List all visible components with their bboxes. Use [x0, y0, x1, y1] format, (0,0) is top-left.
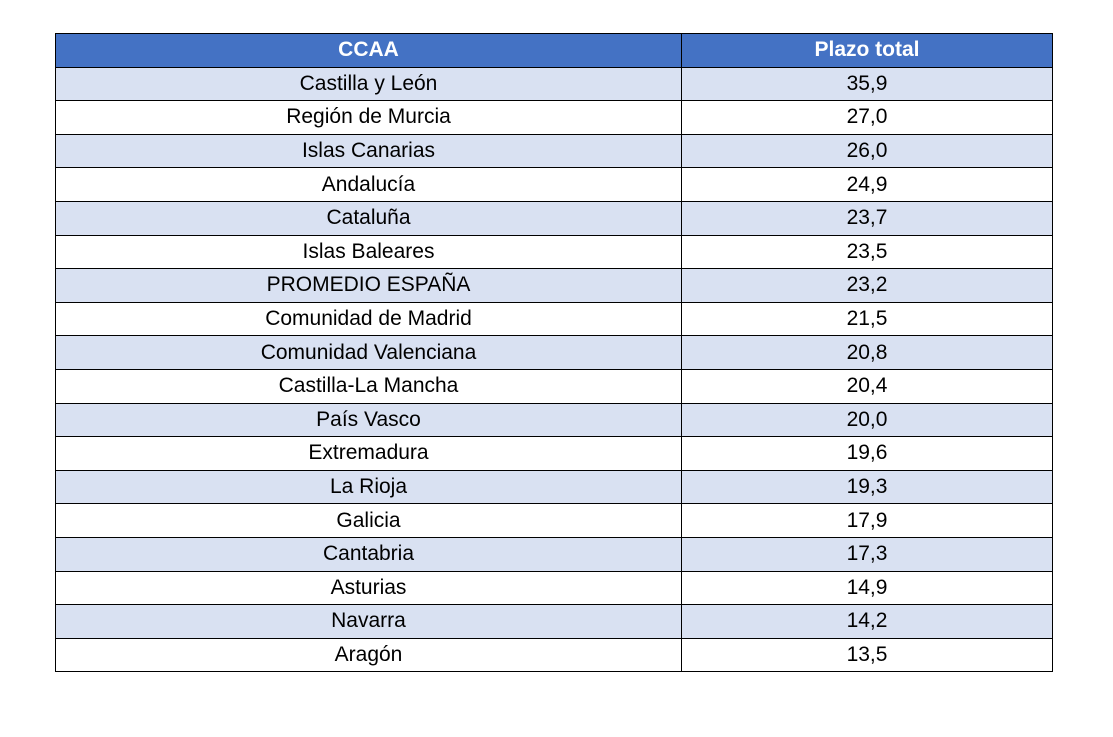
cell-plazo-total: 23,2 — [681, 268, 1053, 303]
cell-plazo-total: 17,3 — [681, 536, 1053, 572]
cell-plazo-total: 17,9 — [681, 503, 1053, 538]
cell-plazo-total: 24,9 — [681, 167, 1053, 202]
cell-plazo-total: 13,5 — [681, 637, 1053, 673]
table-row: Comunidad de Madrid 21,5 — [55, 301, 1053, 337]
cell-plazo-total: 19,6 — [681, 436, 1053, 471]
cell-ccaa: Asturias — [55, 570, 682, 606]
cell-plazo-total: 23,7 — [681, 200, 1053, 236]
column-header-plazo-total: Plazo total — [681, 33, 1053, 68]
cell-ccaa: Cantabria — [55, 536, 682, 572]
ccaa-plazo-table: CCAA Plazo total Castilla y León 35,9 Re… — [55, 33, 1053, 673]
table-row: Castilla y León 35,9 — [55, 66, 1053, 102]
table-body: Castilla y León 35,9 Región de Murcia 27… — [55, 66, 1053, 673]
cell-ccaa: PROMEDIO ESPAÑA — [55, 268, 682, 303]
column-header-ccaa: CCAA — [55, 33, 682, 68]
table-row: País Vasco 20,0 — [55, 402, 1053, 438]
table-header-row: CCAA Plazo total — [55, 33, 1053, 68]
table-row: Cataluña 23,7 — [55, 200, 1053, 236]
cell-plazo-total: 20,8 — [681, 335, 1053, 370]
cell-ccaa: Castilla-La Mancha — [55, 368, 682, 404]
table-row: Galicia 17,9 — [55, 503, 1053, 538]
cell-ccaa: País Vasco — [55, 402, 682, 438]
table-row: Islas Canarias 26,0 — [55, 133, 1053, 169]
cell-ccaa: Galicia — [55, 503, 682, 538]
cell-ccaa: Región de Murcia — [55, 100, 682, 135]
cell-plazo-total: 21,5 — [681, 301, 1053, 337]
table-row: La Rioja 19,3 — [55, 469, 1053, 505]
cell-plazo-total: 27,0 — [681, 100, 1053, 135]
cell-plazo-total: 20,0 — [681, 402, 1053, 438]
table-row-average: PROMEDIO ESPAÑA 23,2 — [55, 268, 1053, 303]
cell-plazo-total: 19,3 — [681, 469, 1053, 505]
cell-ccaa: Castilla y León — [55, 66, 682, 102]
table-row: Extremadura 19,6 — [55, 436, 1053, 471]
cell-ccaa: Andalucía — [55, 167, 682, 202]
table-row: Andalucía 24,9 — [55, 167, 1053, 202]
cell-ccaa: Navarra — [55, 604, 682, 639]
cell-plazo-total: 14,2 — [681, 604, 1053, 639]
cell-ccaa: Comunidad de Madrid — [55, 301, 682, 337]
table-row: Comunidad Valenciana 20,8 — [55, 335, 1053, 370]
cell-ccaa: La Rioja — [55, 469, 682, 505]
table-row: Asturias 14,9 — [55, 570, 1053, 606]
cell-ccaa: Islas Baleares — [55, 234, 682, 270]
cell-ccaa: Islas Canarias — [55, 133, 682, 169]
table-row: Islas Baleares 23,5 — [55, 234, 1053, 270]
cell-plazo-total: 35,9 — [681, 66, 1053, 102]
cell-ccaa: Comunidad Valenciana — [55, 335, 682, 370]
table-row: Cantabria 17,3 — [55, 536, 1053, 572]
cell-ccaa: Cataluña — [55, 200, 682, 236]
cell-plazo-total: 14,9 — [681, 570, 1053, 606]
table-row: Aragón 13,5 — [55, 637, 1053, 673]
table-row: Navarra 14,2 — [55, 604, 1053, 639]
cell-plazo-total: 26,0 — [681, 133, 1053, 169]
cell-ccaa: Aragón — [55, 637, 682, 673]
cell-plazo-total: 20,4 — [681, 368, 1053, 404]
table-row: Región de Murcia 27,0 — [55, 100, 1053, 135]
cell-plazo-total: 23,5 — [681, 234, 1053, 270]
table-row: Castilla-La Mancha 20,4 — [55, 368, 1053, 404]
cell-ccaa: Extremadura — [55, 436, 682, 471]
